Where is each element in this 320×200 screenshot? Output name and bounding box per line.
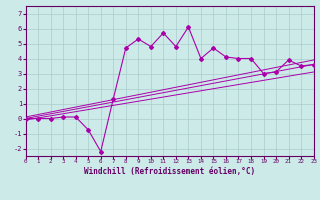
X-axis label: Windchill (Refroidissement éolien,°C): Windchill (Refroidissement éolien,°C) [84,167,255,176]
